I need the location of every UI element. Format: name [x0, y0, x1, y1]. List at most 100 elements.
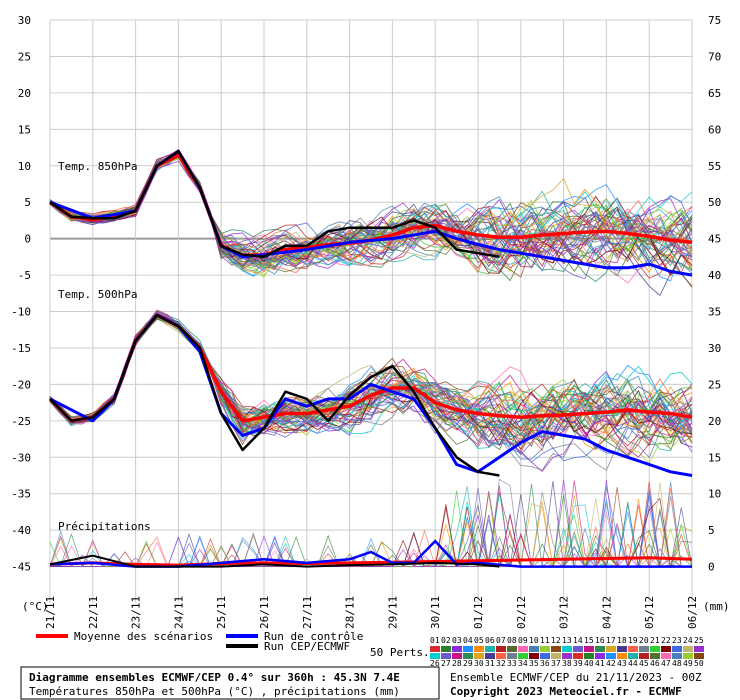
label-precip: Précipitations — [58, 520, 151, 533]
y-tick-right: 70 — [708, 50, 721, 63]
pert-legend-swatch — [672, 653, 682, 659]
pert-legend-code: 22 — [661, 636, 671, 645]
pert-legend-code: 48 — [672, 659, 682, 668]
pert-legend-code: 01 — [430, 636, 440, 645]
label-t500: Temp. 500hPa — [58, 288, 137, 301]
legend: Moyenne des scénarios Run de contrôle Ru… — [36, 630, 704, 668]
x-tick-label: 27/11 — [301, 596, 314, 629]
info-title: Diagramme ensembles ECMWF/CEP 0.4° sur 3… — [29, 671, 400, 684]
pert-legend-code: 40 — [584, 659, 594, 668]
pert-legend-swatch — [672, 646, 682, 652]
pert-legend-code: 17 — [606, 636, 616, 645]
legend-control-label: Run de contrôle — [264, 630, 363, 643]
pert-legend-swatch — [562, 646, 572, 652]
pert-legend-swatch — [496, 646, 506, 652]
pert-legend-swatch — [551, 646, 561, 652]
pert-legend-swatch — [606, 653, 616, 659]
x-tick-label: 01/12 — [472, 596, 485, 629]
y-tick-left: 0 — [24, 233, 31, 246]
pert-legend-swatch — [529, 653, 539, 659]
y-tick-left: -30 — [11, 451, 31, 464]
y-tick-right: 10 — [708, 488, 721, 501]
pert-line — [49, 153, 693, 266]
info-copyright: Copyright 2023 Meteociel.fr - ECMWF — [450, 685, 682, 698]
pert-legend-code: 10 — [529, 636, 539, 645]
pert-legend-code: 34 — [518, 659, 528, 668]
pert-legend-code: 04 — [463, 636, 473, 645]
pert-legend-code: 39 — [573, 659, 583, 668]
pert-legend-code: 46 — [650, 659, 660, 668]
pert-legend-code: 19 — [628, 636, 638, 645]
y-tick-left: 5 — [24, 196, 31, 209]
series-oper-t500 — [49, 313, 500, 477]
pert-legend-swatch — [496, 653, 506, 659]
pert-legend-swatch — [694, 653, 704, 659]
pert-legend-code: 24 — [683, 636, 693, 645]
pert-legend-code: 07 — [496, 636, 506, 645]
y-tick-right: 75 — [708, 14, 721, 27]
pert-legend-code: 03 — [452, 636, 462, 645]
pert-legend-code: 44 — [628, 659, 638, 668]
pert-legend-code: 21 — [650, 636, 660, 645]
pert-legend-code: 49 — [683, 659, 693, 668]
pert-legend-swatch — [551, 653, 561, 659]
pert-legend-code: 26 — [430, 659, 440, 668]
y-tick-left: -45 — [11, 561, 31, 574]
y-tick-right: 50 — [708, 196, 721, 209]
pert-legend-swatch — [639, 653, 649, 659]
x-tick-label: 28/11 — [344, 596, 357, 629]
pert-legend-code: 18 — [617, 636, 627, 645]
pert-legend-swatch — [617, 646, 627, 652]
info-box — [20, 666, 440, 700]
y-tick-right: 30 — [708, 342, 721, 355]
pert-legend-swatch — [430, 653, 440, 659]
legend-oper-label: Run CEP/ECMWF — [264, 640, 350, 653]
pert-legend-swatch — [694, 646, 704, 652]
y-tick-right: 55 — [708, 160, 721, 173]
left-axis: 30 25 20 15 10 5 0 -5 -10 -15 -20 -25 -30 -35 -40 -45 — [11, 14, 31, 574]
pert-legend-swatch — [430, 646, 440, 652]
pert-legend-code: 35 — [529, 659, 539, 668]
y-tick-left: 30 — [18, 14, 31, 27]
legend-perts-label: 50 Perts. — [370, 646, 430, 659]
pert-legend-swatch — [573, 653, 583, 659]
pert-legend-code: 12 — [551, 636, 561, 645]
pert-legend-code: 02 — [441, 636, 451, 645]
x-tick-label: 22/11 — [87, 596, 100, 629]
x-tick-label: 26/11 — [258, 596, 271, 629]
main-series — [48, 149, 693, 568]
pert-legend-code: 16 — [595, 636, 605, 645]
y-tick-left: -10 — [11, 306, 31, 319]
y-tick-right: 0 — [708, 561, 715, 574]
x-tick-label: 25/11 — [215, 596, 228, 629]
pert-legend-swatch — [452, 646, 462, 652]
unit-left: (°C) — [22, 600, 49, 613]
pert-legend-swatch — [529, 646, 539, 652]
pert-legend-swatch — [474, 653, 484, 659]
y-tick-left: 25 — [18, 50, 31, 63]
pert-legend-swatch — [485, 653, 495, 659]
x-tick-label: 30/11 — [429, 596, 442, 629]
y-tick-right: 65 — [708, 87, 721, 100]
series-mean-precip — [49, 556, 693, 567]
pert-legend-code: 42 — [606, 659, 616, 668]
pert-legend-swatch — [584, 653, 594, 659]
y-tick-right: 40 — [708, 269, 721, 282]
pert-legend-swatch — [562, 653, 572, 659]
y-tick-right: 20 — [708, 415, 721, 428]
pert-legend-swatch — [573, 646, 583, 652]
pert-legend-code: 28 — [452, 659, 462, 668]
pert-legend-code: 20 — [639, 636, 649, 645]
y-tick-right: 45 — [708, 233, 721, 246]
info-subtitle: Températures 850hPa et 500hPa (°C) , pré… — [29, 685, 400, 698]
pert-legend-swatch — [617, 653, 627, 659]
pert-legend-code: 29 — [463, 659, 473, 668]
pert-legend-swatch — [628, 653, 638, 659]
pert-legend-code: 13 — [562, 636, 572, 645]
pert-legend-swatch — [474, 646, 484, 652]
x-axis: 21/11 22/11 23/11 24/11 25/11 26/11 27/11 28/11… — [44, 596, 699, 629]
perturbation-legend: 01 02 03 04 05 06 07 08 09 10 11 12 13 14 15 16 17 18 19 20… — [430, 636, 704, 668]
pert-legend-swatch — [507, 653, 517, 659]
pert-legend-code: 43 — [617, 659, 627, 668]
